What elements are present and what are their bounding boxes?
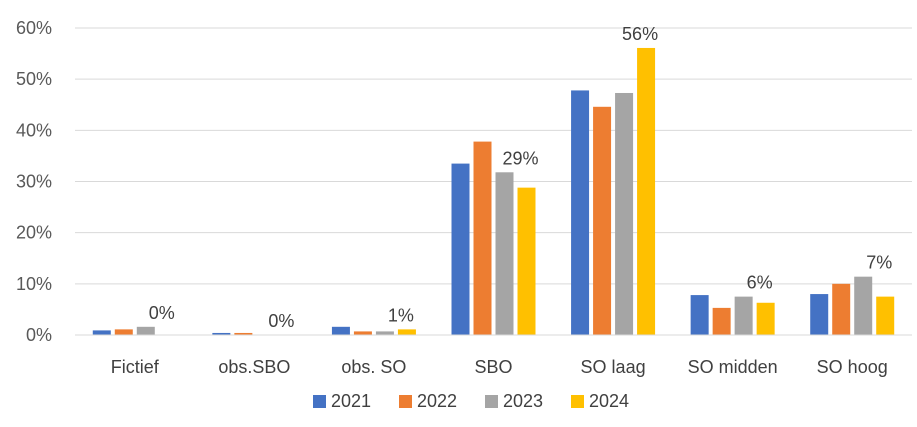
bar-2024-obs-so bbox=[397, 329, 416, 335]
x-axis-categories: Fictief obs.SBO obs. SO SBO SO laag SO midden… bbox=[111, 357, 888, 377]
x-category-label: SO hoog bbox=[817, 357, 888, 377]
legend-swatch bbox=[399, 395, 412, 408]
bar-2022-obs-sbo bbox=[234, 332, 253, 335]
legend-swatch bbox=[313, 395, 326, 408]
bar-2022-sbo bbox=[473, 141, 492, 335]
bar-2022-so-hoog bbox=[832, 283, 851, 335]
y-tick-label: 60% bbox=[16, 18, 52, 38]
bar-2022-so-midden bbox=[712, 307, 731, 335]
legend-label: 2022 bbox=[417, 391, 457, 411]
bar-2023-fictief bbox=[136, 326, 155, 335]
legend: 2021 2022 2023 2024 bbox=[313, 391, 629, 411]
y-tick-label: 10% bbox=[16, 274, 52, 294]
bar-2022-obs-so bbox=[353, 331, 372, 335]
bar-2021-so-laag bbox=[571, 90, 590, 335]
data-labels: 0% 0% 1% 29% 56% 6% 7% bbox=[149, 24, 892, 331]
bar-2021-obs-sbo bbox=[212, 332, 231, 335]
bar-2023-so-laag bbox=[615, 92, 634, 336]
legend-label: 2024 bbox=[589, 391, 629, 411]
x-category-label: SO laag bbox=[581, 357, 646, 377]
bar-2021-so-hoog bbox=[810, 294, 829, 335]
x-category-label: Fictief bbox=[111, 357, 160, 377]
legend-swatch bbox=[571, 395, 584, 408]
x-category-label: SO midden bbox=[688, 357, 778, 377]
bar-2021-sbo bbox=[451, 163, 470, 335]
data-label: 0% bbox=[149, 303, 175, 323]
data-label: 29% bbox=[502, 148, 538, 168]
data-label: 1% bbox=[388, 305, 414, 325]
y-tick-label: 50% bbox=[16, 69, 52, 89]
bar-2024-so-hoog bbox=[876, 296, 895, 335]
gridlines bbox=[75, 27, 912, 285]
bar-2021-so-midden bbox=[690, 295, 709, 335]
bar-2024-so-midden bbox=[756, 302, 775, 335]
y-tick-label: 40% bbox=[16, 120, 52, 140]
x-category-label: obs. SO bbox=[341, 357, 406, 377]
bar-2022-fictief bbox=[114, 329, 133, 335]
bars bbox=[92, 47, 895, 336]
bar-2024-so-laag bbox=[637, 47, 656, 336]
legend-label: 2023 bbox=[503, 391, 543, 411]
bar-2023-so-midden bbox=[734, 296, 753, 335]
y-axis-ticks: 0% 10% 20% 30% 40% 50% 60% bbox=[16, 18, 52, 345]
y-tick-label: 20% bbox=[16, 223, 52, 243]
y-tick-label: 30% bbox=[16, 172, 52, 192]
x-category-label: SBO bbox=[474, 357, 512, 377]
bar-2022-so-laag bbox=[593, 106, 612, 336]
data-label: 0% bbox=[268, 311, 294, 331]
bar-2023-so-hoog bbox=[854, 276, 873, 335]
bar-2024-sbo bbox=[517, 187, 536, 335]
data-label: 6% bbox=[747, 273, 773, 293]
y-tick-label: 0% bbox=[26, 325, 52, 345]
data-label: 56% bbox=[622, 24, 658, 44]
x-category-label: obs.SBO bbox=[218, 357, 290, 377]
bar-2021-obs-so bbox=[331, 326, 350, 335]
legend-swatch bbox=[485, 395, 498, 408]
bar-2023-obs-so bbox=[375, 331, 394, 335]
legend-label: 2021 bbox=[331, 391, 371, 411]
bar-2023-sbo bbox=[495, 172, 514, 335]
data-label: 7% bbox=[866, 253, 892, 273]
bar-2021-fictief bbox=[92, 330, 111, 335]
